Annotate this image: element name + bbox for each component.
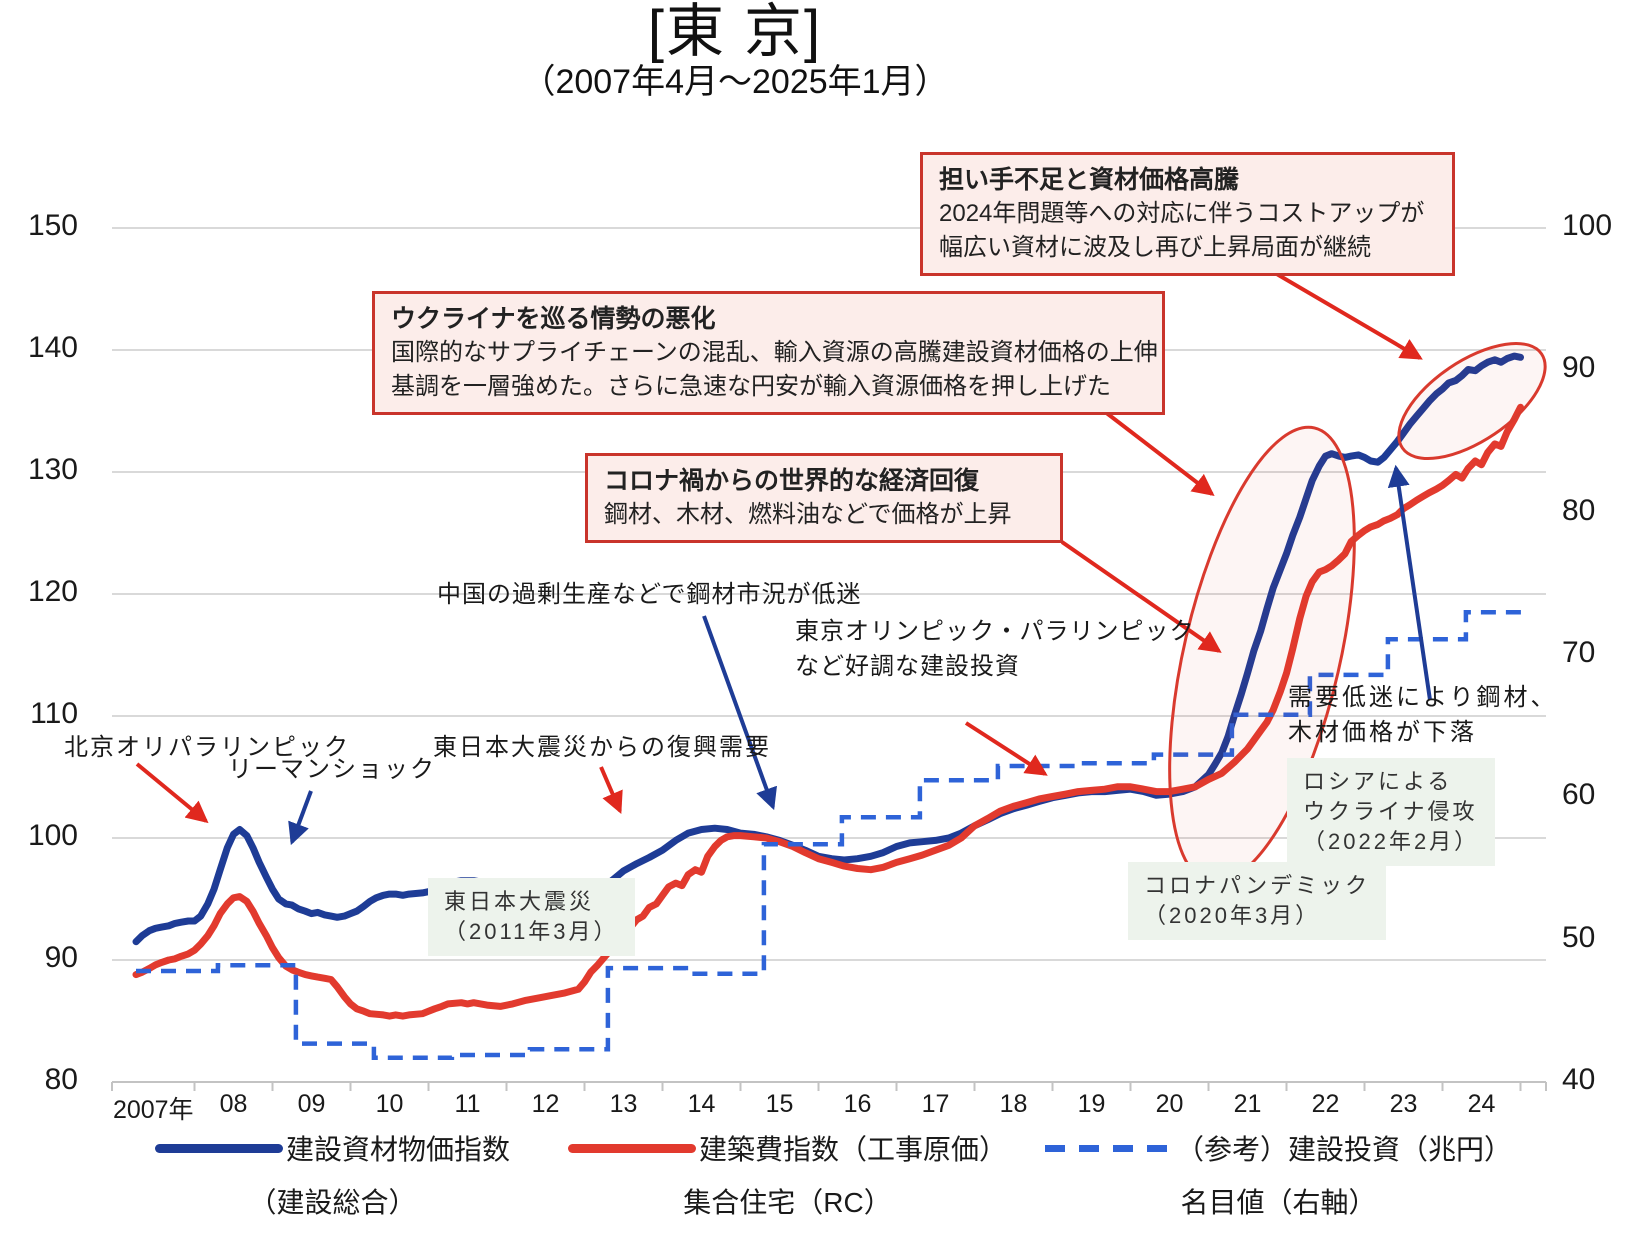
x-axis-tick-label: 15 — [765, 1090, 794, 1118]
x-axis-tick-label: 17 — [921, 1090, 950, 1118]
note-lehman-shock: リーマンショック — [228, 752, 436, 787]
box-ukraine-text: 基調を一層強めた。さらに急速な円安が輸入資源価格を押し上げた — [391, 373, 1111, 400]
label-russia-invasion: ロシアによる ウクライナ侵攻 （2022年2月） — [1287, 758, 1496, 866]
note-demand-slump-text: 木材価格が下落 — [1288, 719, 1477, 746]
arrow-labor-shortage-icon — [1256, 261, 1423, 360]
box-labor-shortage: 担い手不足と資材価格高騰 2024年問題等への対応に伴うコストアップが 幅広い資材に… — [920, 152, 1455, 276]
legend-item-materials: 建設資材物価指数 （建設総合） — [155, 1128, 510, 1221]
arrow-china-icon — [702, 615, 777, 811]
box-ukraine-text: 国際的なサプライチェーンの混乱、輸入資源の高騰建設資材価格の上伸 — [391, 339, 1158, 366]
left-axis-tick-label: 100 — [27, 819, 78, 852]
label-tohoku-earthquake-text: （2011年3月） — [444, 919, 619, 944]
left-axis-tick-label: 150 — [27, 209, 78, 242]
note-reconstruction-demand: 東日本大震災からの復興需要 — [433, 730, 771, 765]
arrow-reconstruction-icon — [599, 766, 623, 815]
arrow-beijing-icon — [135, 762, 209, 824]
legend-sublabel-materials: （建設総合） — [248, 1187, 417, 1218]
x-axis-tick-label: 11 — [454, 1090, 481, 1118]
legend-label-investment: （参考）建設投資（兆円） — [1176, 1134, 1513, 1165]
note-beijing-olympics: 北京オリパラリンピック — [64, 730, 350, 765]
series-construction-materials-index — [132, 352, 1524, 946]
note-china-overproduction-text: 中国の過剰生産などで鋼材市況が低迷 — [437, 581, 862, 608]
x-axis-tick-label: 13 — [609, 1090, 638, 1118]
x-axis-tick-label: 2007年 — [112, 1096, 194, 1124]
x-axis-tick-label: 10 — [375, 1090, 404, 1118]
box-covid-recovery-text: 鋼材、木材、燃料油などで価格が上昇 — [604, 501, 1012, 528]
box-ukraine: ウクライナを巡る情勢の悪化国際的なサプライチェーンの混乱、輸入資源の高騰建設資材… — [372, 291, 1165, 415]
right-axis-tick-label: 80 — [1562, 493, 1596, 527]
right-axis-tick-label: 60 — [1562, 778, 1596, 812]
box-labor-shortage-text: 幅広い資材に波及し再び上昇局面が継続 — [939, 234, 1371, 261]
note-china-overproduction: 中国の過剰生産などで鋼材市況が低迷 — [437, 577, 862, 612]
legend-swatch-investment-line — [1045, 1144, 1173, 1152]
left-axis-tick-label: 120 — [27, 575, 78, 608]
box-covid-recovery-title: コロナ禍からの世界的な経済回復 — [604, 467, 980, 495]
chart-subtitle: （2007年4月～2025年1月） — [521, 63, 949, 101]
legend-sublabel-cost: 集合住宅（RC） — [683, 1187, 892, 1218]
x-axis-tick-label: 22 — [1311, 1090, 1340, 1118]
label-corona-pandemic: コロナパンデミック （2020年3月） — [1128, 862, 1387, 940]
legend-label-materials: 建設資材物価指数 — [286, 1134, 511, 1165]
series-construction-investment — [136, 610, 1527, 1061]
left-axis-tick-label: 110 — [30, 697, 78, 730]
label-tohoku-earthquake: 東日本大震災 （2011年3月） — [428, 878, 635, 956]
legend-item-investment: （参考）建設投資（兆円） 名目値（右軸） — [1045, 1128, 1512, 1221]
note-reconstruction-demand-text: 東日本大震災からの復興需要 — [433, 734, 771, 761]
label-tohoku-earthquake-text: 東日本大震災 — [444, 889, 595, 914]
right-axis-tick-label: 70 — [1562, 636, 1596, 669]
label-corona-pandemic-text: （2020年3月） — [1144, 903, 1321, 928]
label-corona-pandemic-text: コロナパンデミック — [1144, 873, 1371, 898]
x-axis-tick-label: 14 — [687, 1090, 716, 1118]
series-construction-cost-index — [132, 403, 1524, 1020]
note-demand-slump-text: 需要低迷により鋼材、 — [1288, 684, 1558, 711]
arrow-lehman-icon — [288, 790, 313, 846]
right-axis-tick-label: 90 — [1562, 351, 1596, 385]
x-axis-tick-label: 21 — [1233, 1090, 1262, 1118]
arrow-ukraine-icon — [1098, 406, 1215, 497]
chart-title: [東 京] — [647, 0, 823, 64]
x-axis-tick-label: 23 — [1389, 1090, 1418, 1118]
box-labor-shortage-text: 2024年問題等への対応に伴うコストアップが — [939, 200, 1425, 227]
legend-swatch-materials-line — [155, 1143, 283, 1153]
note-tokyo-olympics: 東京オリンピック・パラリンピック など好調な建設投資 — [795, 614, 1195, 684]
legend-sublabel-investment: 名目値（右軸） — [1180, 1187, 1377, 1218]
right-axis-tick-label: 100 — [1562, 209, 1613, 242]
x-axis-tick-label: 09 — [297, 1090, 326, 1118]
x-axis-tick-label: 20 — [1155, 1090, 1184, 1118]
left-axis-tick-label: 130 — [27, 453, 78, 486]
left-axis-tick-label: 90 — [44, 941, 78, 974]
left-axis-tick-label: 140 — [27, 331, 78, 364]
box-ukraine-title: ウクライナを巡る情勢の悪化 — [391, 305, 716, 333]
legend-item-cost: 建築費指数（工事原価） 集合住宅（RC） — [568, 1128, 1007, 1221]
label-russia-invasion-text: ロシアによる — [1303, 769, 1453, 794]
legend-swatch-cost-line — [568, 1143, 696, 1153]
x-axis-tick-label: 19 — [1077, 1090, 1106, 1118]
x-axis-tick-label: 18 — [999, 1090, 1028, 1118]
note-beijing-olympics-text: 北京オリパラリンピック — [64, 734, 350, 761]
note-lehman-shock-text: リーマンショック — [228, 756, 436, 783]
x-axis-tick-label: 16 — [843, 1090, 872, 1118]
highlight-ellipse-2024 — [1397, 342, 1547, 460]
arrow-covid-recovery-icon — [1060, 540, 1222, 653]
x-axis-tick-label: 24 — [1467, 1090, 1496, 1118]
box-covid-recovery: コロナ禍からの世界的な経済回復鋼材、木材、燃料油などで価格が上昇 — [585, 453, 1063, 543]
label-russia-invasion-text: ウクライナ侵攻 — [1303, 799, 1478, 824]
x-axis-tick-label: 08 — [219, 1090, 248, 1118]
label-russia-invasion-text: （2022年2月） — [1303, 829, 1480, 854]
x-axis-tick-label: 12 — [531, 1090, 560, 1118]
box-labor-shortage-title: 担い手不足と資材価格高騰 — [939, 166, 1240, 194]
arrow-demand-slump-icon — [1387, 464, 1432, 701]
legend-label-cost: 建築費指数（工事原価） — [699, 1134, 1008, 1165]
right-axis-tick-label: 50 — [1562, 920, 1596, 954]
note-tokyo-olympics-text: 東京オリンピック・パラリンピック — [795, 618, 1195, 645]
note-demand-slump: 需要低迷により鋼材、 木材価格が下落 — [1288, 680, 1558, 750]
left-axis-tick-label: 80 — [44, 1063, 78, 1096]
note-tokyo-olympics-text: など好調な建設投資 — [795, 653, 1020, 680]
right-axis-tick-label: 40 — [1562, 1063, 1596, 1096]
arrow-tokyo-olympics-icon — [964, 721, 1048, 776]
